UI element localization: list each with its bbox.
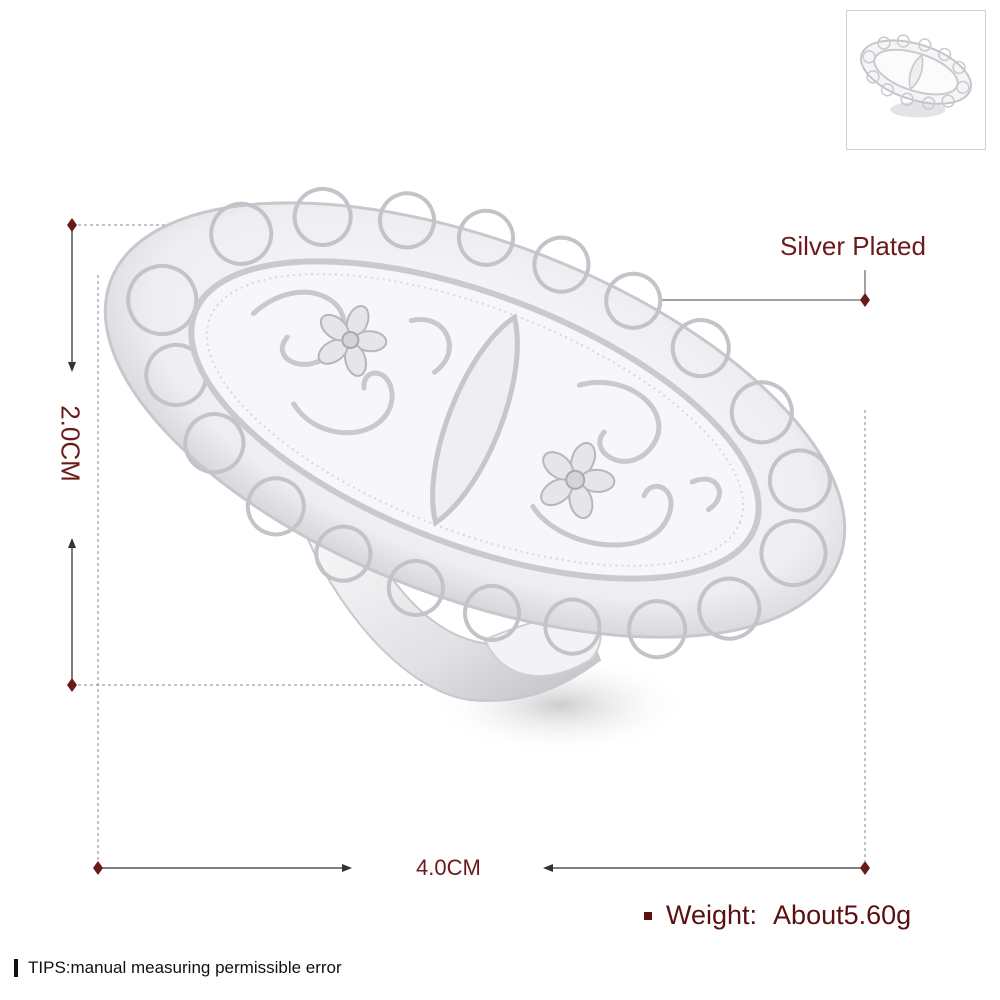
width-left-marker — [93, 861, 103, 875]
width-right-marker — [860, 861, 870, 875]
flower-right — [540, 441, 616, 520]
weight-info: Weight: About5.60g — [644, 900, 911, 931]
height-top-marker — [67, 218, 77, 232]
plated-callout-marker — [860, 293, 870, 307]
flower-left — [317, 304, 388, 377]
height-label: 2.0CM — [55, 405, 86, 482]
tips-note: TIPS:manual measuring permissible error — [14, 958, 342, 978]
bar-icon — [14, 959, 18, 977]
width-label: 4.0CM — [416, 855, 481, 880]
tips-text: TIPS:manual measuring permissible error — [28, 958, 342, 977]
ring-thumbnail[interactable] — [846, 10, 986, 150]
bullet-icon — [644, 911, 652, 920]
ring-thumbnail-icon — [859, 34, 973, 118]
height-bottom-marker — [67, 678, 77, 692]
weight-value: About5.60g — [773, 900, 912, 930]
weight-key: Weight: — [666, 900, 758, 930]
material-label: Silver Plated — [780, 231, 926, 261]
